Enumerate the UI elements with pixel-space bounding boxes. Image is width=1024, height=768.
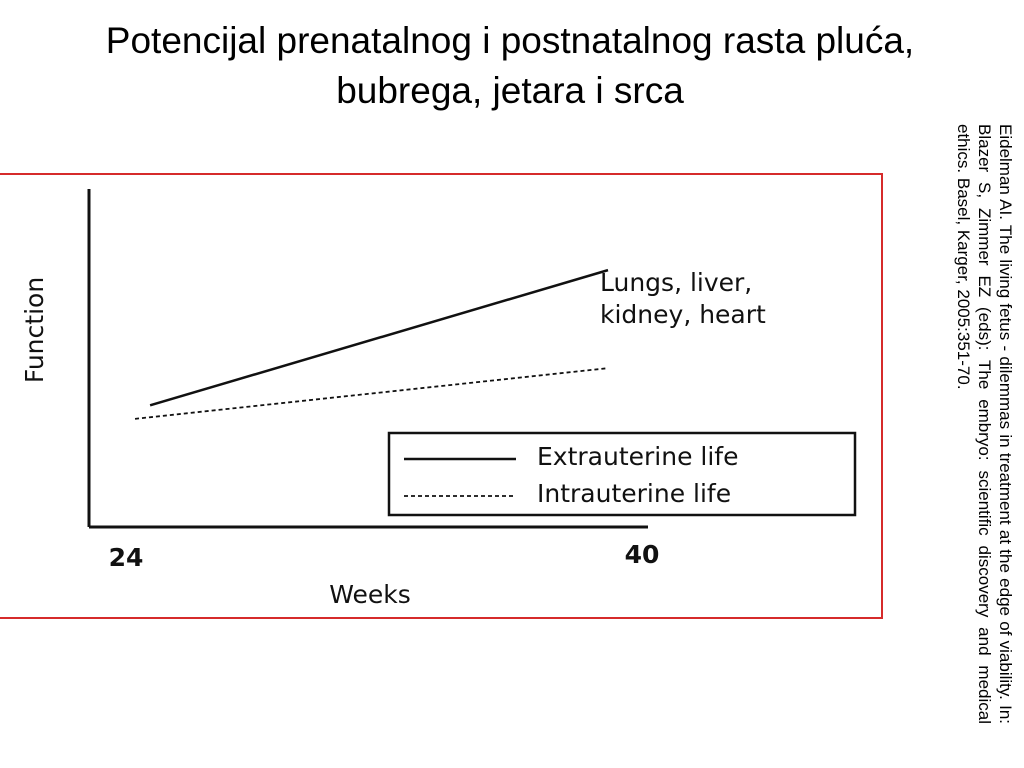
citation: Eidelman AI. The living fetus - dilemmas… [954,124,1015,724]
x-tick-label-40: 40 [625,540,660,569]
legend: Extrauterine life Intrauterine life [387,431,857,517]
slide-title-line-2: bubrega, jetara i srca [336,70,684,111]
organs-annotation-line-1: Lungs, liver, [600,268,752,297]
chart-svg: Function Weeks 24 40 Lungs, liver, kidne… [20,189,857,609]
legend-box [387,431,857,517]
x-axis-label: Weeks [329,580,411,609]
x-tick-label-24: 24 [109,543,144,572]
chart-frame: Function Weeks 24 40 Lungs, liver, kidne… [0,173,883,619]
slide-title-line-1: Potencijal prenatalnog i postnatalnog ra… [105,20,915,61]
slide-title: Potencijal prenatalnog i postnatalnog ra… [40,16,980,116]
legend-label-extrauterine: Extrauterine life [537,442,739,471]
organs-annotation-line-2: kidney, heart [600,300,766,329]
series-line-extrauterine [149,268,609,407]
series-line-intrauterine [134,367,609,420]
y-axis-label: Function [20,277,49,383]
legend-label-intrauterine: Intrauterine life [537,479,731,508]
